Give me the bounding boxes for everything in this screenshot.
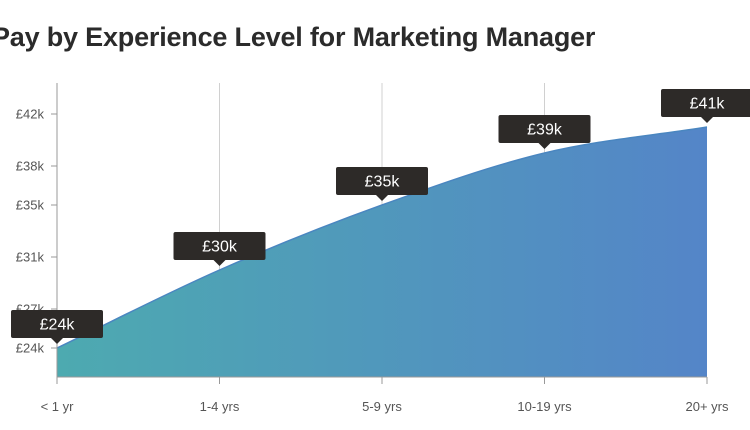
chart-title: Pay by Experience Level for Marketing Ma…: [0, 22, 596, 52]
series-area: [57, 127, 707, 377]
data-label-text: £24k: [40, 317, 76, 334]
x-tick-label: 1-4 yrs: [200, 399, 240, 414]
y-tick-label: £24k: [16, 341, 45, 356]
data-label: £30k: [173, 232, 266, 266]
data-label-text: £30k: [202, 239, 238, 256]
data-label: £35k: [336, 167, 428, 201]
x-tick-label: < 1 yr: [41, 399, 75, 414]
y-tick-label: £31k: [16, 250, 45, 265]
x-tick-label: 5-9 yrs: [362, 399, 402, 414]
series-line: [56, 126, 708, 349]
data-label: £39k: [498, 115, 591, 149]
data-label-text: £39k: [527, 122, 563, 139]
data-label: £24k: [11, 310, 103, 344]
y-tick-label: £42k: [16, 107, 45, 122]
data-label: £41k: [661, 89, 750, 123]
x-tick-label: 10-19 yrs: [517, 399, 572, 414]
data-label-text: £35k: [365, 174, 401, 191]
x-tick-label: 20+ yrs: [686, 399, 729, 414]
y-tick-label: £35k: [16, 198, 45, 213]
data-label-text: £41k: [690, 96, 726, 113]
y-tick-label: £38k: [16, 159, 45, 174]
